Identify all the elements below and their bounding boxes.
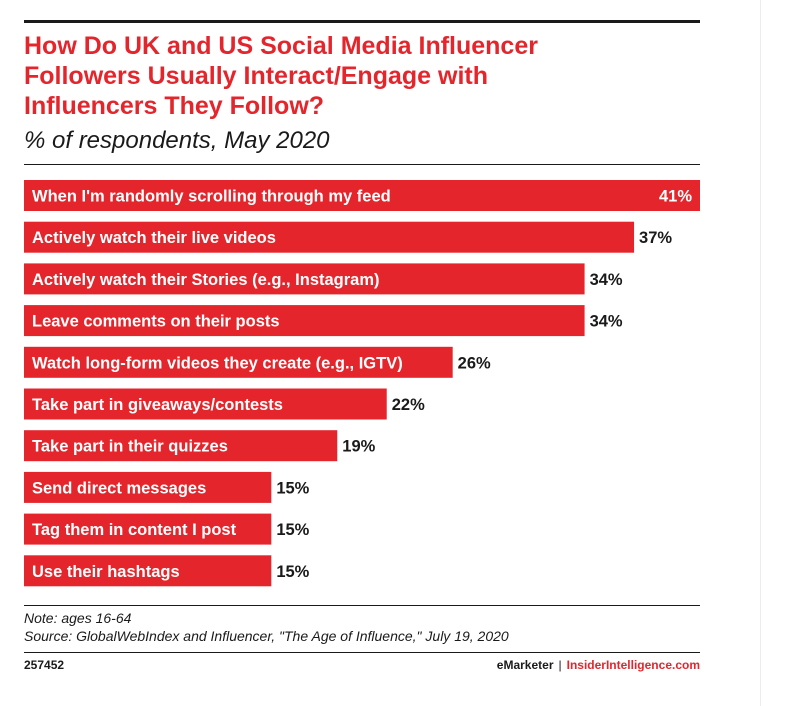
bar-value-label-3: 34% [590, 271, 623, 289]
bar-value-label-5: 26% [458, 354, 491, 372]
brand-credit: eMarketer | InsiderIntelligence.com [497, 658, 700, 672]
bar-category-label-6: Take part in giveaways/contests [32, 396, 283, 414]
bar-category-label-10: Use their hashtags [32, 563, 180, 581]
chart-note: Note: ages 16-64 [24, 610, 132, 626]
bar-1 [24, 180, 700, 211]
bar-category-label-9: Tag them in content I post [32, 521, 237, 539]
brand-emarketer: eMarketer [496, 658, 554, 672]
chart-title-line-1: How Do UK and US Social Media Influencer [24, 32, 538, 60]
bar-value-label-9: 15% [276, 521, 309, 539]
chart-title: How Do UK and US Social Media Influencer… [24, 31, 684, 121]
bar-value-label-10: 15% [276, 563, 309, 581]
chart-title-line-3: Influencers They Follow? [24, 92, 325, 120]
bar-value-label-8: 15% [276, 479, 309, 497]
bar-5 [24, 346, 453, 378]
bar-category-label-4: Leave comments on their posts [32, 313, 280, 331]
bar-4 [24, 305, 585, 337]
bar-value-label-4: 34% [590, 313, 623, 331]
page-edge-divider [760, 0, 761, 706]
bar-category-label-1: When I'm randomly scrolling through my f… [32, 188, 391, 206]
bar-10 [24, 555, 272, 587]
chart-title-line-2: Followers Usually Interact/Engage with [24, 62, 488, 90]
bar-value-label-1: 41% [659, 188, 692, 206]
bottom-rule [24, 652, 700, 653]
bar-3 [24, 263, 585, 295]
bar-value-label-6: 22% [392, 396, 425, 414]
brand-insider-link[interactable]: InsiderIntelligence.com [566, 658, 700, 672]
bar-value-label-2: 37% [639, 229, 672, 247]
bar-category-label-7: Take part in their quizzes [32, 438, 228, 456]
bar-9 [24, 513, 272, 545]
bar-7 [24, 430, 338, 462]
chart-card: How Do UK and US Social Media Influencer… [24, 0, 700, 706]
bar-value-label-7: 19% [342, 438, 375, 456]
brand-separator: | [558, 658, 562, 672]
chart-id: 257452 [24, 658, 65, 672]
chart-subtitle: % of respondents, May 2020 [24, 127, 330, 154]
bar-category-label-3: Actively watch their Stories (e.g., Inst… [32, 271, 380, 289]
bar-2 [24, 221, 635, 253]
bar-chart: When I'm randomly scrolling through my f… [24, 180, 700, 587]
footer-rule [24, 605, 700, 606]
bar-category-label-5: Watch long-form videos they create (e.g.… [32, 354, 403, 372]
bar-8 [24, 471, 272, 503]
bar-category-label-2: Actively watch their live videos [32, 229, 276, 247]
bar-category-label-8: Send direct messages [32, 479, 206, 497]
subtitle-rule [24, 164, 700, 165]
top-rule [24, 20, 700, 23]
bar-6 [24, 388, 387, 420]
chart-source: Source: GlobalWebIndex and Influencer, "… [24, 628, 509, 644]
